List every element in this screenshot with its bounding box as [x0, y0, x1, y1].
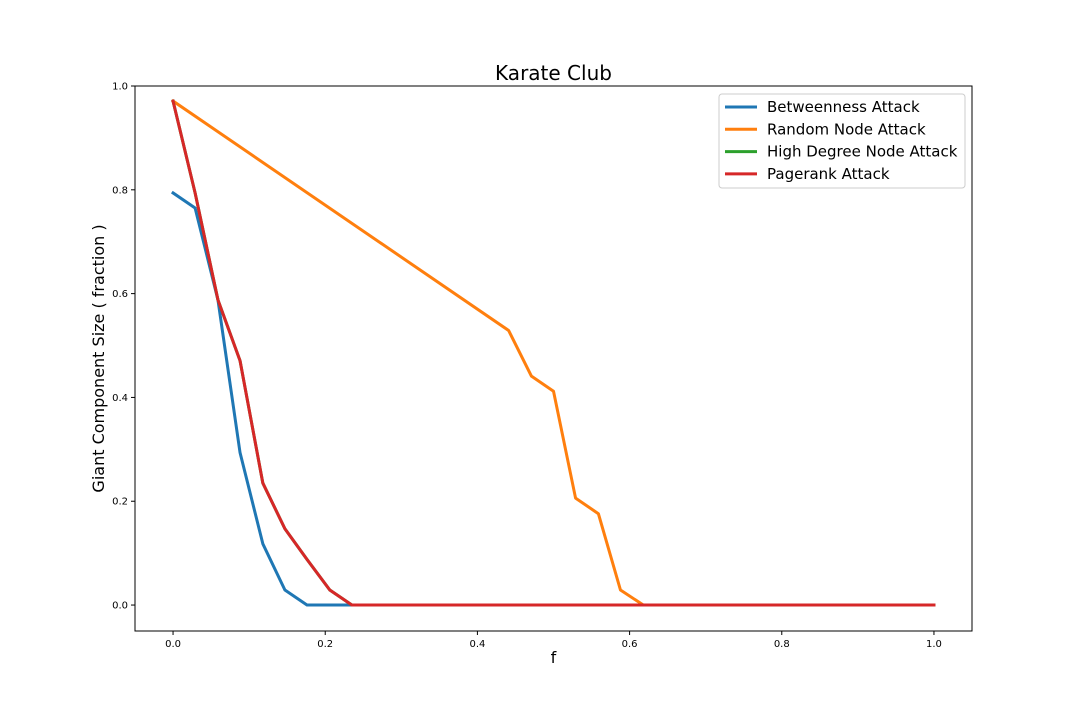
y-tick-label: 0.2 — [112, 497, 128, 508]
x-tick-label: 0.4 — [469, 639, 485, 650]
plot-frame — [134, 85, 973, 632]
x-tick-label: 0.6 — [622, 639, 638, 650]
series-line-1 — [170, 190, 936, 607]
legend-label: Betweenness Attack — [767, 98, 920, 116]
series-line-2 — [170, 98, 936, 607]
y-tick-label: 0.6 — [112, 289, 128, 300]
plot-area: 0.0 0.2 0.4 0.6 0.8 1.0 0.0 0.2 0.4 0.6 0.8 1.0 — [112, 82, 973, 650]
series-line-4 — [171, 99, 936, 607]
legend-label: Pagerank Attack — [767, 165, 890, 183]
x-tick-label: 0.0 — [165, 639, 181, 650]
legend-label: Random Node Attack — [767, 120, 926, 138]
chart-title: Karate Club — [495, 61, 612, 85]
y-tick-label: 0.8 — [112, 185, 128, 196]
x-tick-label: 1.0 — [926, 639, 942, 650]
legend-label: High Degree Node Attack — [767, 143, 958, 161]
y-axis-label: Giant Component Size ( fraction ) — [89, 224, 108, 492]
x-axis-label: f — [551, 648, 557, 667]
y-tick-label: 0.0 — [112, 601, 128, 612]
y-tick-label: 1.0 — [112, 82, 128, 93]
legend-box — [718, 93, 966, 189]
x-tick-label: 0.2 — [317, 639, 333, 650]
legend: Betweenness Attack Random Node Attack High… — [718, 93, 966, 189]
y-tick-label: 0.4 — [112, 393, 128, 404]
x-tick-label: 0.8 — [774, 639, 790, 650]
